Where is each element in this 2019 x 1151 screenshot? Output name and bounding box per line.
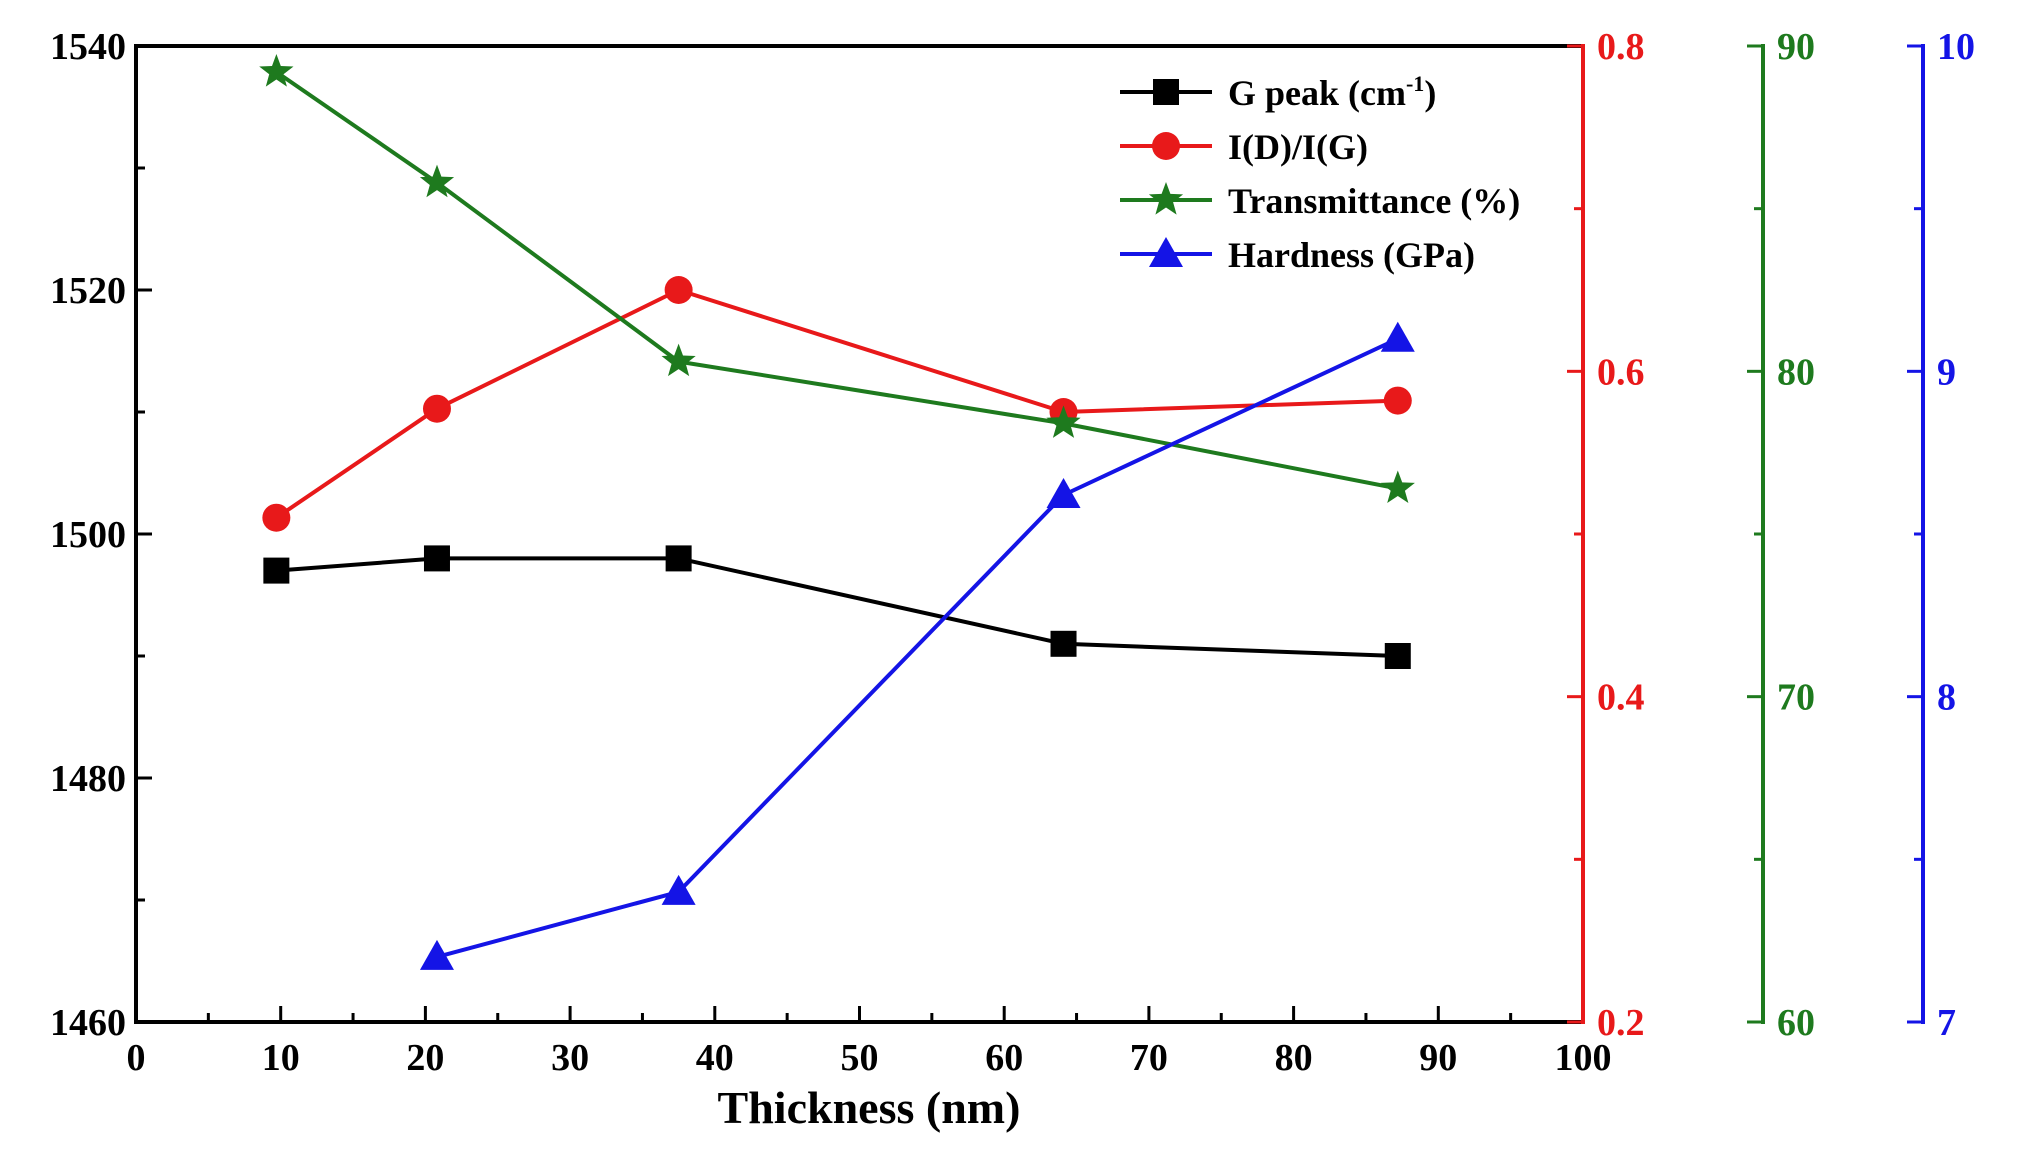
legend-marker [1152, 132, 1180, 160]
legend: G peak (cm-1) I(D)/I(G) Transmittance (%) H… [1120, 71, 1520, 275]
legend-label: Hardness (GPa) [1228, 235, 1475, 275]
data-point [262, 503, 291, 532]
data-point [665, 545, 692, 572]
x-axis-title: Thickness (nm) [718, 1082, 1021, 1133]
x-tick-label: 70 [1130, 1037, 1168, 1079]
x-tick-label: 0 [127, 1037, 146, 1079]
data-point [1384, 643, 1411, 669]
h-tick-label: 10 [1937, 26, 1975, 68]
series-line [436, 336, 1399, 959]
data-point [661, 343, 696, 377]
data-point [263, 557, 290, 584]
r-tick-label: 0.6 [1597, 351, 1645, 393]
x-tick-label: 30 [551, 1037, 589, 1079]
r-tick-label: 0.2 [1597, 1002, 1645, 1044]
series-2 [259, 54, 1415, 503]
t-tick-label: 60 [1777, 1002, 1815, 1044]
t-tick-label: 70 [1777, 677, 1815, 719]
x-tick-label: 60 [985, 1037, 1023, 1079]
x-tick-label: 40 [696, 1037, 734, 1079]
legend-marker [1148, 182, 1184, 215]
g-tick-label: 1460 [50, 1002, 126, 1044]
x-tick-label: 20 [406, 1037, 444, 1079]
data-point [259, 54, 294, 87]
t-tick-label: 90 [1777, 26, 1815, 68]
legend-item: I(D)/I(G) [1120, 127, 1368, 167]
data-point [661, 874, 696, 905]
g-tick-label: 1480 [50, 758, 126, 800]
data-point [419, 939, 454, 970]
legend-label: G peak (cm-1) [1228, 71, 1436, 113]
data-point [1383, 386, 1412, 415]
data-point [1046, 405, 1081, 438]
data-point [1380, 321, 1415, 352]
x-tick-label: 100 [1555, 1037, 1612, 1079]
legend-item: G peak (cm-1) [1120, 71, 1436, 113]
legend-item: Hardness (GPa) [1120, 235, 1475, 275]
series-0 [263, 545, 1411, 669]
legend-marker [1153, 79, 1179, 105]
data-point [1380, 470, 1415, 503]
axes-layer: 0 10 20 30 40 50 60 70 80 90 100 1460 1480 1500 1520 15… [50, 26, 1975, 1079]
x-tick-label: 50 [841, 1037, 879, 1079]
legend-item: Transmittance (%) [1120, 181, 1520, 221]
h-tick-label: 8 [1937, 677, 1956, 719]
data-point [419, 164, 455, 198]
g-tick-label: 1540 [50, 26, 126, 68]
legend-marker [1149, 237, 1183, 267]
data-point [1046, 477, 1081, 508]
g-tick-label: 1520 [50, 270, 126, 312]
h-tick-label: 9 [1937, 351, 1956, 393]
series-1 [262, 276, 1412, 532]
series-3 [419, 321, 1415, 970]
series-line [276, 556, 1398, 658]
h-tick-label: 7 [1937, 1002, 1956, 1044]
x-tick-label: 90 [1419, 1037, 1457, 1079]
legend-label: I(D)/I(G) [1228, 127, 1368, 167]
g-tick-label: 1500 [50, 514, 126, 556]
legend-label: Transmittance (%) [1228, 181, 1520, 221]
r-tick-label: 0.8 [1597, 26, 1645, 68]
data-point [422, 394, 451, 423]
t-tick-label: 80 [1777, 351, 1815, 393]
data-point [1050, 630, 1077, 657]
data-point [423, 545, 450, 572]
series-layer [259, 54, 1415, 970]
x-tick-label: 80 [1275, 1037, 1313, 1079]
r-tick-label: 0.4 [1597, 677, 1645, 719]
data-point [664, 276, 693, 304]
x-tick-label: 10 [262, 1037, 300, 1079]
